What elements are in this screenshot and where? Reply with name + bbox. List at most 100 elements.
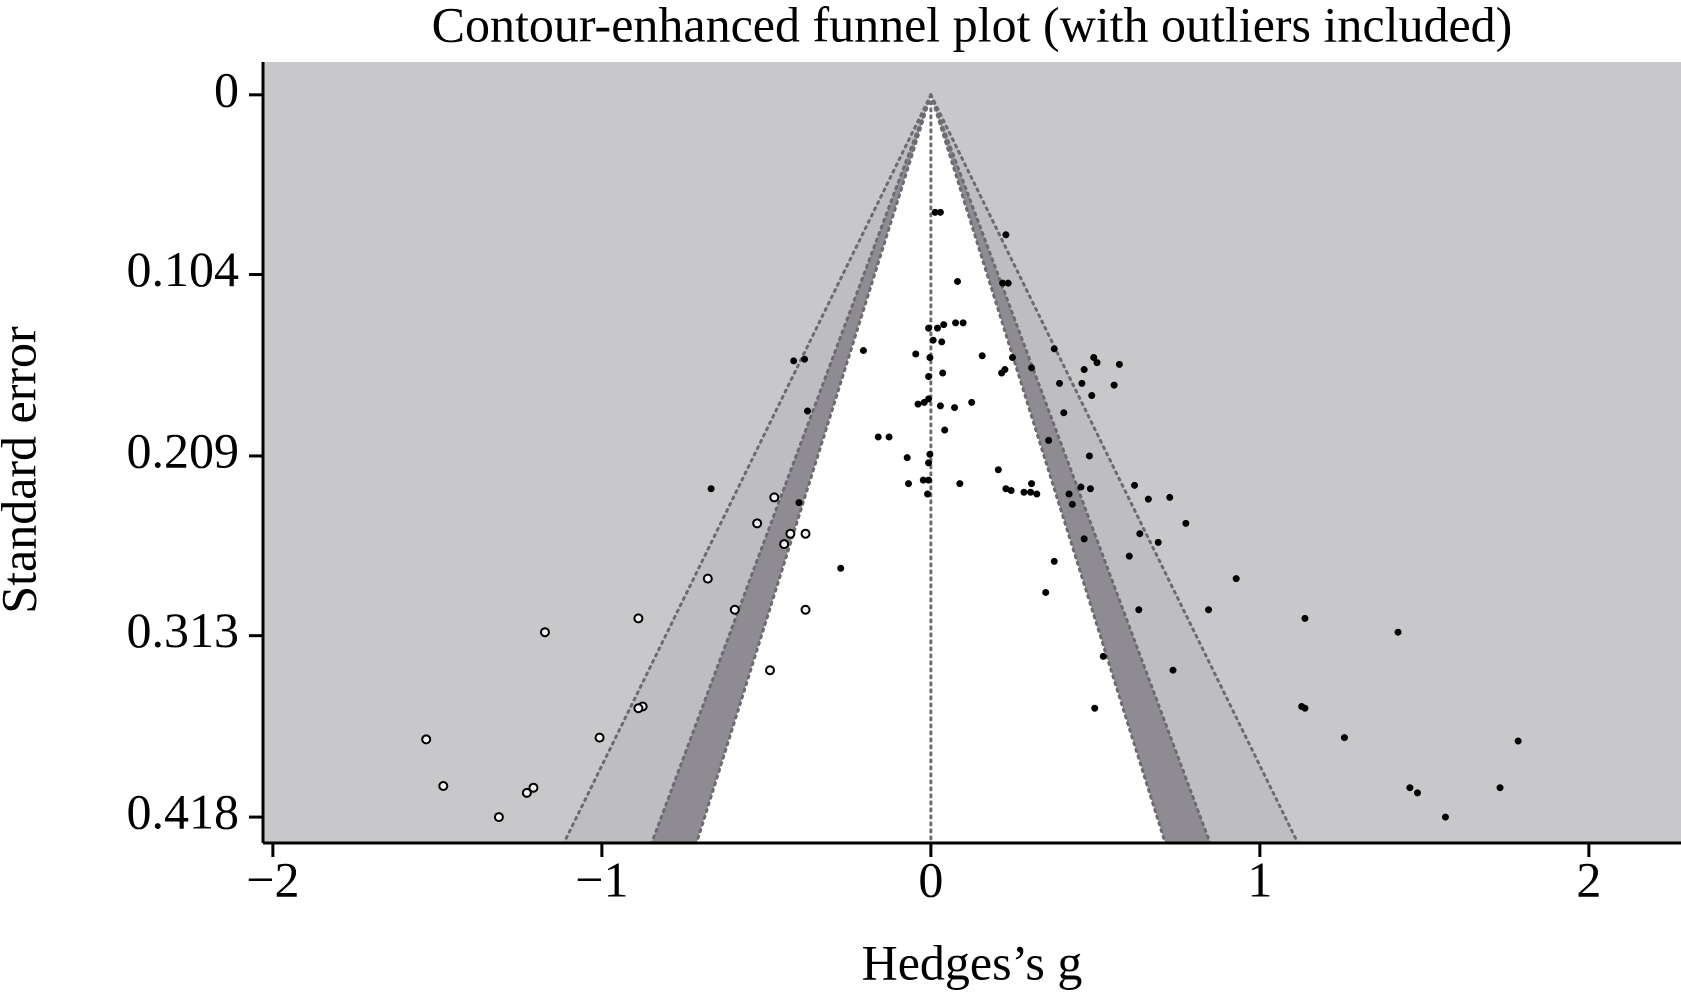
point <box>925 476 933 484</box>
point <box>1301 614 1309 622</box>
point <box>952 319 960 327</box>
point <box>929 336 937 344</box>
point <box>1144 495 1152 503</box>
contour-line <box>695 93 933 845</box>
y-tick-label: 0.209 <box>127 422 240 478</box>
point <box>801 355 809 363</box>
point <box>1028 480 1036 488</box>
point <box>1182 519 1190 527</box>
point <box>837 564 845 572</box>
point <box>905 480 913 488</box>
point <box>1088 391 1096 399</box>
point <box>1514 737 1522 745</box>
point <box>951 404 959 412</box>
point <box>1080 366 1088 374</box>
point <box>1091 704 1099 712</box>
point <box>939 369 947 377</box>
point <box>1301 704 1309 712</box>
point <box>1045 436 1053 444</box>
open-point <box>752 518 763 529</box>
point <box>1099 652 1107 660</box>
open-point <box>633 613 644 624</box>
contour-line <box>650 93 933 845</box>
open-point <box>633 703 644 714</box>
point <box>954 277 962 285</box>
point <box>925 372 933 380</box>
point <box>1007 487 1015 495</box>
point <box>1136 530 1144 538</box>
point <box>1078 379 1086 387</box>
chart-title: Contour-enhanced funnel plot (with outli… <box>432 0 1513 52</box>
open-point <box>764 665 775 676</box>
open-point <box>729 604 740 615</box>
point <box>1232 575 1240 583</box>
point <box>936 402 944 410</box>
point <box>790 357 798 365</box>
x-tick-label: 2 <box>1576 851 1601 907</box>
open-point <box>438 780 449 791</box>
point <box>914 400 922 408</box>
point <box>978 352 986 360</box>
x-tick-label: 1 <box>1247 851 1272 907</box>
open-point <box>528 782 539 793</box>
point <box>925 459 933 467</box>
point <box>1085 452 1093 460</box>
point <box>1077 483 1085 491</box>
point <box>1065 490 1073 498</box>
point <box>707 485 715 493</box>
point <box>936 208 944 216</box>
point <box>1413 789 1421 797</box>
point <box>903 454 911 462</box>
point <box>938 338 946 346</box>
x-tick-label: −1 <box>575 851 628 907</box>
point <box>956 480 964 488</box>
point <box>1060 409 1068 417</box>
y-tick-label: 0.313 <box>127 602 240 658</box>
open-point <box>594 732 605 743</box>
point <box>1496 784 1504 792</box>
point <box>1027 488 1035 496</box>
point <box>1115 360 1123 368</box>
contour-line <box>929 93 1212 845</box>
point <box>912 350 920 358</box>
point <box>1441 813 1449 821</box>
point <box>1093 359 1101 367</box>
point <box>1205 606 1213 614</box>
point <box>1001 366 1009 374</box>
point <box>1080 535 1088 543</box>
point <box>959 319 967 327</box>
point <box>925 324 933 332</box>
point <box>1125 552 1133 560</box>
y-axis-label: Standard error <box>0 326 46 614</box>
point <box>1028 364 1036 372</box>
point <box>1033 490 1041 498</box>
point <box>1090 353 1098 361</box>
point <box>1086 485 1094 493</box>
open-point <box>421 734 432 745</box>
open-point <box>785 528 796 539</box>
x-tick-label: −2 <box>246 851 299 907</box>
open-point <box>779 539 790 550</box>
point <box>1008 353 1016 361</box>
point <box>1406 784 1414 792</box>
point <box>885 433 893 441</box>
point <box>1110 381 1118 389</box>
point <box>1394 628 1402 636</box>
point <box>933 324 941 332</box>
point <box>874 433 882 441</box>
point <box>1004 279 1012 287</box>
point <box>1020 488 1028 496</box>
point <box>926 450 934 458</box>
open-point <box>800 528 811 539</box>
open-point <box>769 492 780 503</box>
point <box>941 426 949 434</box>
point <box>920 398 928 406</box>
point <box>1056 379 1064 387</box>
open-point <box>521 787 532 798</box>
point <box>968 398 976 406</box>
x-axis-label: Hedges’s g <box>862 934 1083 990</box>
point <box>1068 500 1076 508</box>
y-tick-label: 0 <box>214 61 239 117</box>
point <box>940 321 948 329</box>
